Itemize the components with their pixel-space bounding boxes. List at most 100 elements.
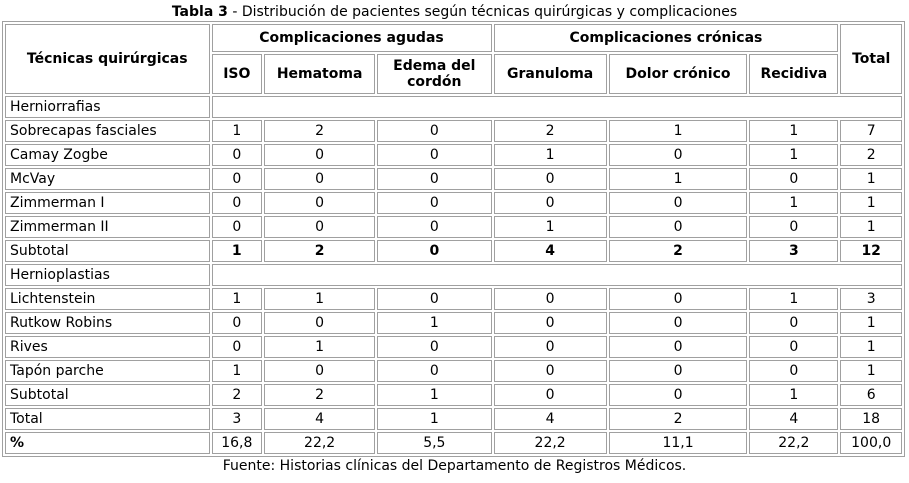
cell-value: 0 [493, 312, 607, 334]
cell-value: 1 [377, 312, 492, 334]
row-label: Tapón parche [5, 360, 210, 382]
cell-value: 1 [211, 288, 263, 310]
cell-value: 2 [608, 408, 748, 430]
row-label: McVay [5, 168, 210, 190]
cell-value: 1 [749, 120, 839, 142]
cell-value: 0 [377, 336, 492, 358]
table-row: Subtotal 1 2 0 4 2 3 12 [5, 240, 902, 262]
cell-value: 0 [211, 144, 263, 166]
cell-value: 1 [377, 384, 492, 406]
cell-value: 0 [264, 360, 376, 382]
table-caption: - Distribución de pacientes según técnic… [227, 4, 738, 20]
section-row: Herniorrafias [5, 96, 902, 118]
cell-value: 0 [493, 336, 607, 358]
cell-value: 0 [493, 192, 607, 214]
cell-value: 0 [493, 384, 607, 406]
table-row: Zimmerman II 0 0 0 1 0 0 1 [5, 216, 902, 238]
cell-value: 0 [211, 312, 263, 334]
cell-value: 0 [377, 288, 492, 310]
cell-value: 0 [264, 168, 376, 190]
cell-value: 4 [264, 408, 376, 430]
cell-value: 0 [377, 360, 492, 382]
cell-value: 1 [264, 288, 376, 310]
header-hematoma: Hematoma [264, 54, 376, 94]
cell-value: 0 [264, 144, 376, 166]
cell-value: 1 [211, 120, 263, 142]
table-row: McVay 0 0 0 0 1 0 1 [5, 168, 902, 190]
cell-value: 1 [840, 336, 902, 358]
table-row: Lichtenstein 1 1 0 0 0 1 3 [5, 288, 902, 310]
row-label: Subtotal [5, 240, 210, 262]
cell-value: 0 [264, 216, 376, 238]
cell-value: 22,2 [749, 432, 839, 454]
row-label: Sobrecapas fasciales [5, 120, 210, 142]
cell-value: 0 [493, 288, 607, 310]
header-iso: ISO [211, 54, 263, 94]
row-label: Zimmerman II [5, 216, 210, 238]
cell-value: 1 [840, 312, 902, 334]
cell-value: 0 [608, 312, 748, 334]
row-label: Herniorrafias [5, 96, 210, 118]
table-row: Sobrecapas fasciales 1 2 0 2 1 1 7 [5, 120, 902, 142]
cell-value: 16,8 [211, 432, 263, 454]
cell-value: 0 [211, 168, 263, 190]
complications-table: Técnicas quirúrgicas Complicaciones agud… [2, 21, 905, 457]
cell-value: 1 [493, 216, 607, 238]
cell-value: 3 [211, 408, 263, 430]
row-label: Total [5, 408, 210, 430]
cell-value: 2 [493, 120, 607, 142]
cell-value: 0 [749, 336, 839, 358]
cell-value: 1 [749, 144, 839, 166]
row-label: Subtotal [5, 384, 210, 406]
header-acute: Complicaciones agudas [211, 24, 492, 52]
table-row: Total 3 4 1 4 2 4 18 [5, 408, 902, 430]
cell-value: 0 [608, 336, 748, 358]
section-row: Hernioplastias [5, 264, 902, 286]
cell-value: 0 [749, 168, 839, 190]
cell-value: 100,0 [840, 432, 902, 454]
cell-value: 1 [749, 192, 839, 214]
table-title: Tabla 3 - Distribución de pacientes segú… [0, 0, 909, 21]
cell-value: 1 [377, 408, 492, 430]
cell-value: 5,5 [377, 432, 492, 454]
row-label: Zimmerman I [5, 192, 210, 214]
cell-value: 1 [749, 288, 839, 310]
cell-value: 1 [840, 360, 902, 382]
table-row: Rutkow Robins 0 0 1 0 0 0 1 [5, 312, 902, 334]
row-label: Rutkow Robins [5, 312, 210, 334]
cell-value: 0 [749, 360, 839, 382]
table-row: Rives 0 1 0 0 0 0 1 [5, 336, 902, 358]
cell-value: 0 [749, 216, 839, 238]
cell-value: 2 [264, 384, 376, 406]
cell-value: 0 [608, 144, 748, 166]
section-spacer [211, 264, 902, 286]
cell-value: 0 [493, 168, 607, 190]
cell-value: 0 [211, 192, 263, 214]
cell-value: 3 [749, 240, 839, 262]
header-technique: Técnicas quirúrgicas [5, 24, 210, 94]
cell-value: 1 [840, 168, 902, 190]
cell-value: 0 [608, 360, 748, 382]
header-chronic: Complicaciones crónicas [493, 24, 839, 52]
row-label: % [5, 432, 210, 454]
table-row: Camay Zogbe 0 0 0 1 0 1 2 [5, 144, 902, 166]
cell-value: 0 [749, 312, 839, 334]
table-number: Tabla 3 [171, 4, 228, 20]
cell-value: 22,2 [264, 432, 376, 454]
cell-value: 1 [211, 360, 263, 382]
table-row: Tapón parche 1 0 0 0 0 0 1 [5, 360, 902, 382]
cell-value: 2 [264, 240, 376, 262]
cell-value: 4 [749, 408, 839, 430]
cell-value: 1 [608, 168, 748, 190]
cell-value: 1 [264, 336, 376, 358]
table-body: Herniorrafias Sobrecapas fasciales 1 2 0 2 1 1 7… [5, 96, 902, 454]
header-recidiva: Recidiva [749, 54, 839, 94]
cell-value: 0 [264, 312, 376, 334]
cell-value: 0 [377, 192, 492, 214]
cell-value: 18 [840, 408, 902, 430]
row-label: Lichtenstein [5, 288, 210, 310]
table-row: Subtotal 2 2 1 0 0 1 6 [5, 384, 902, 406]
cell-value: 1 [608, 120, 748, 142]
section-spacer [211, 96, 902, 118]
